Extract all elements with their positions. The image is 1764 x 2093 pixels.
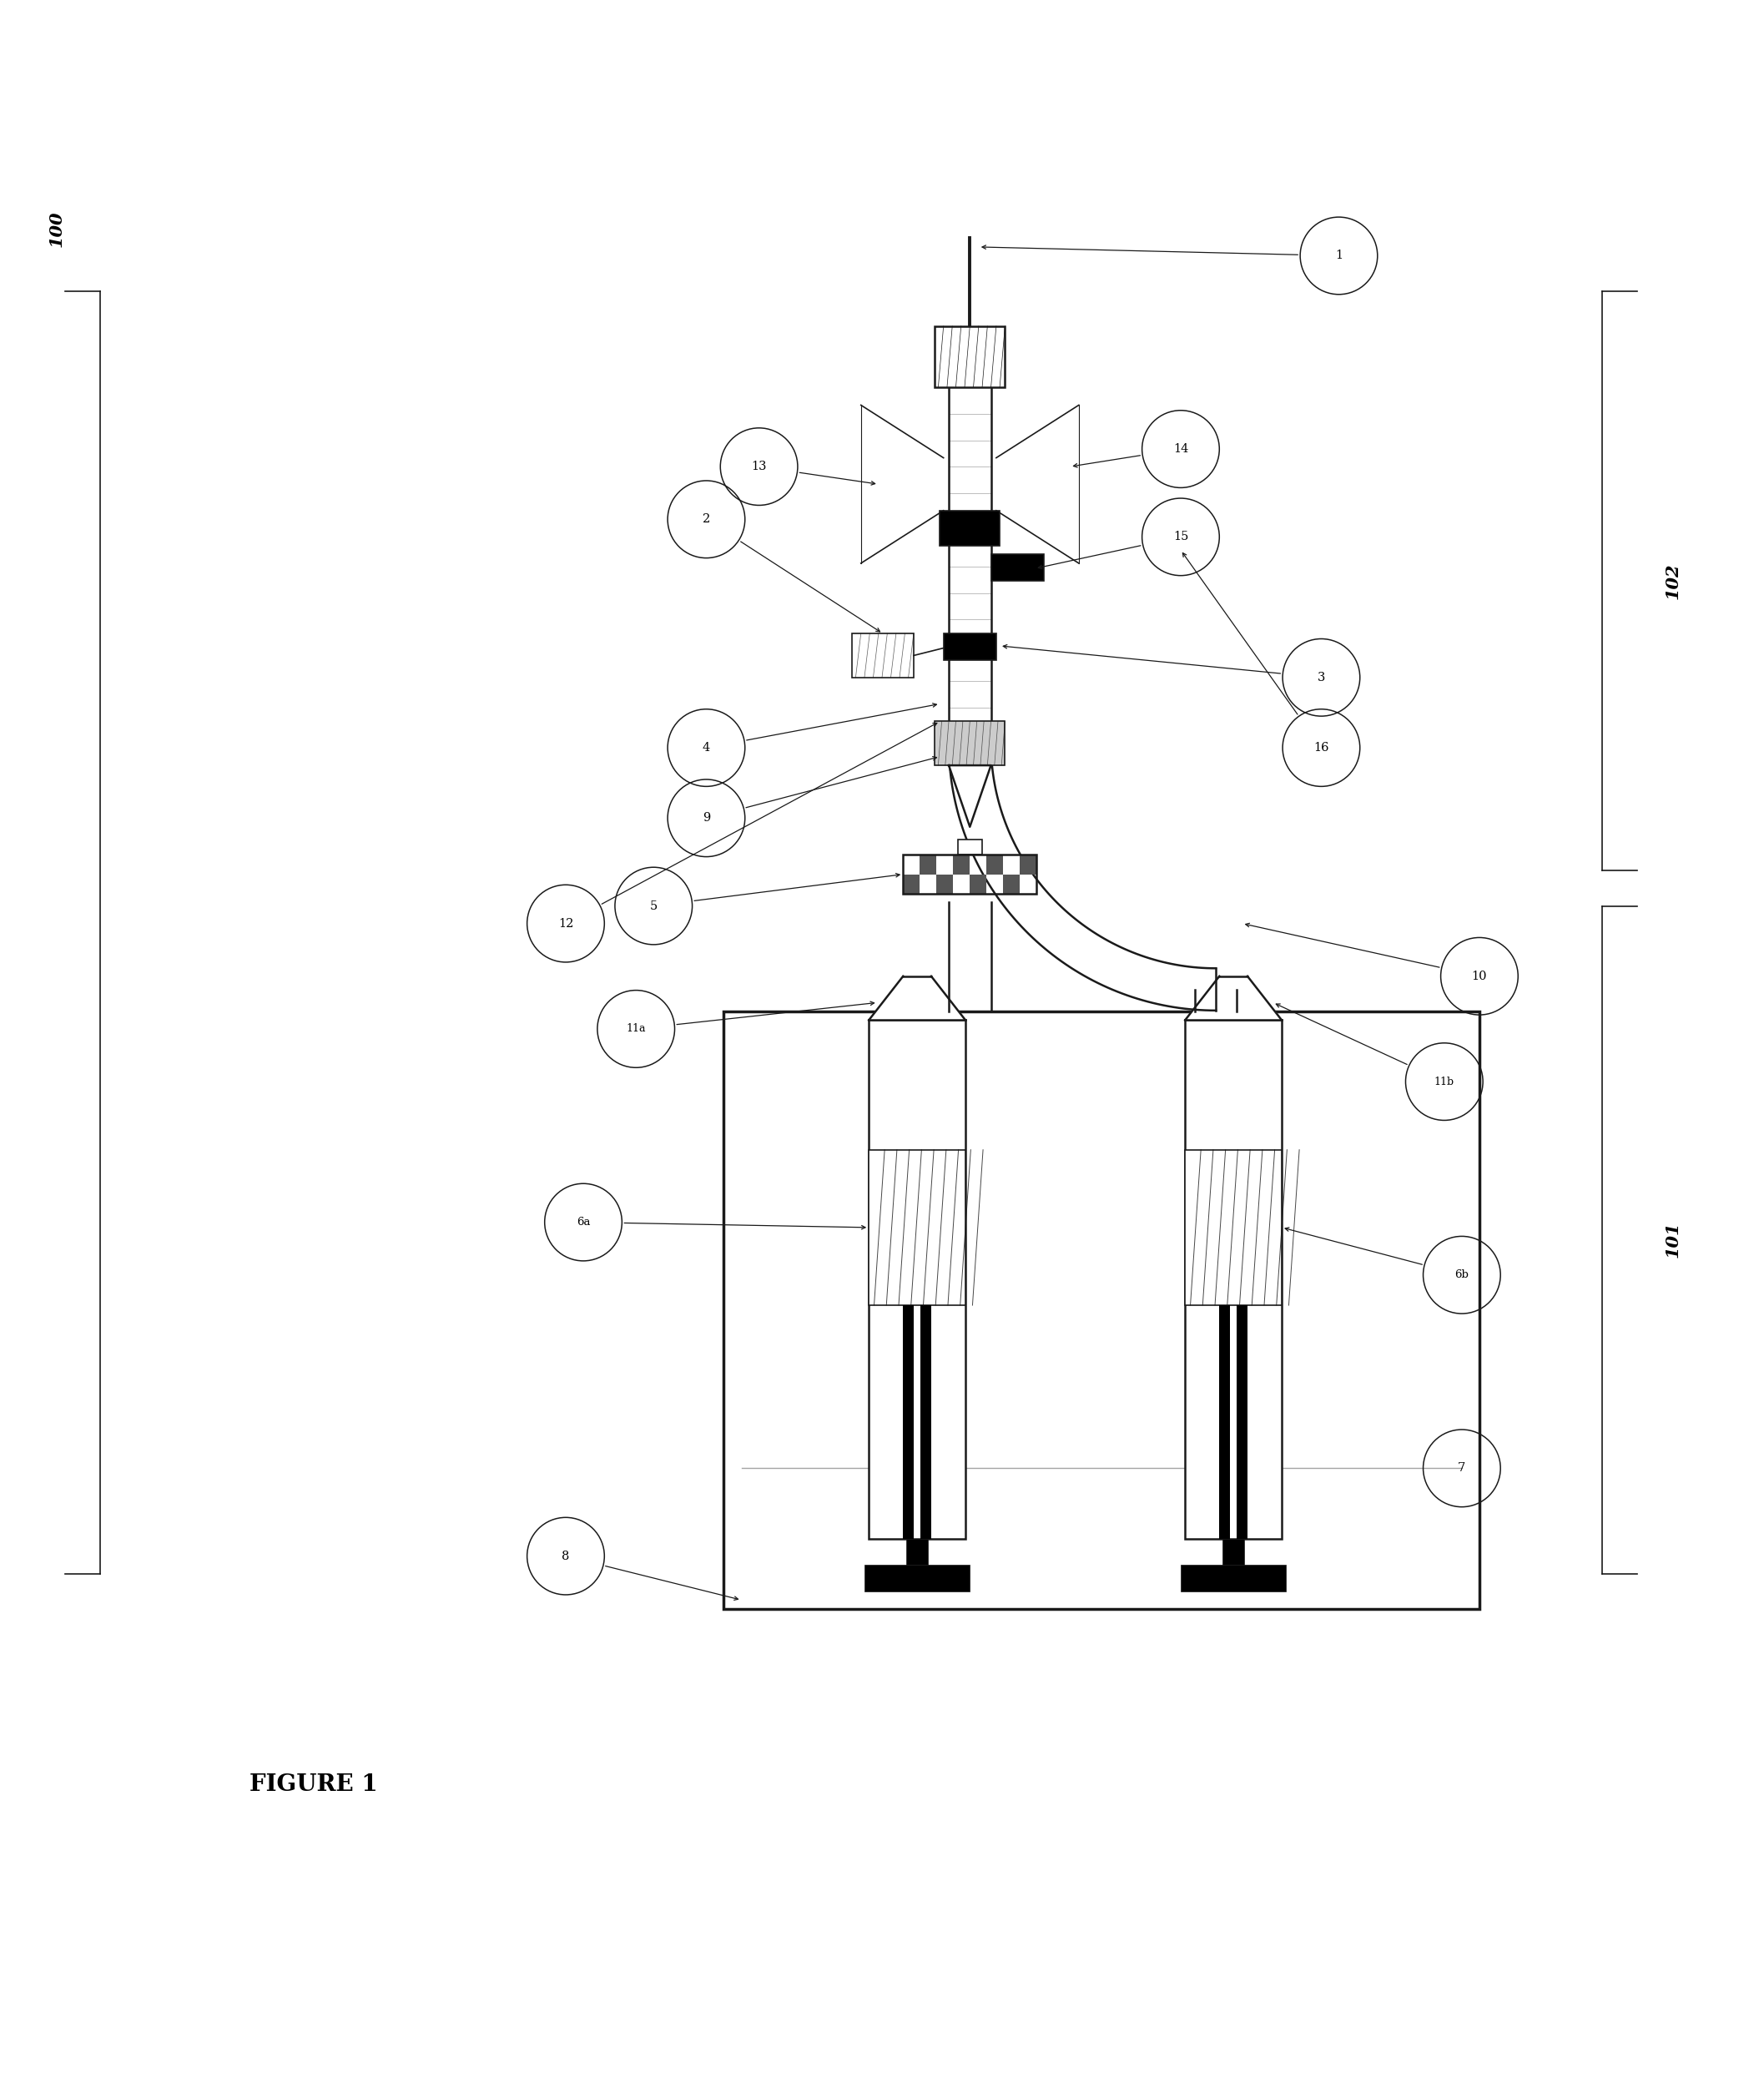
Bar xyxy=(903,1306,914,1538)
Bar xyxy=(935,327,1005,387)
Bar xyxy=(991,555,1044,582)
Text: 1: 1 xyxy=(1335,249,1342,262)
Text: FIGURE 1: FIGURE 1 xyxy=(249,1773,377,1796)
Text: 101: 101 xyxy=(1663,1222,1681,1258)
Bar xyxy=(1180,1566,1286,1591)
Bar xyxy=(1222,1538,1244,1566)
Polygon shape xyxy=(1185,975,1282,1019)
Bar xyxy=(907,1538,928,1566)
Bar xyxy=(1237,1306,1247,1538)
Bar xyxy=(723,1011,1480,1610)
Bar xyxy=(953,854,970,875)
Text: 16: 16 xyxy=(1314,741,1328,753)
Bar xyxy=(944,634,997,659)
Text: 14: 14 xyxy=(1173,444,1189,454)
Bar xyxy=(1219,1306,1230,1538)
Text: 6a: 6a xyxy=(577,1216,591,1229)
Bar xyxy=(852,634,914,678)
Bar xyxy=(937,875,953,894)
Text: 4: 4 xyxy=(702,741,711,753)
Bar xyxy=(864,1566,970,1591)
Bar xyxy=(970,875,986,894)
Bar xyxy=(903,854,1037,894)
Bar xyxy=(903,875,919,894)
Text: 5: 5 xyxy=(649,900,658,913)
Text: 11a: 11a xyxy=(626,1023,646,1034)
Bar xyxy=(935,722,1005,766)
Text: 102: 102 xyxy=(1663,563,1681,599)
Bar xyxy=(1185,1149,1282,1306)
Text: 7: 7 xyxy=(1459,1463,1466,1473)
Bar xyxy=(919,854,937,875)
Bar xyxy=(940,511,1000,546)
Text: 2: 2 xyxy=(702,513,711,525)
Text: 10: 10 xyxy=(1471,971,1487,982)
Bar xyxy=(986,854,1004,875)
Text: 11b: 11b xyxy=(1434,1076,1454,1086)
Bar xyxy=(870,1019,965,1538)
Polygon shape xyxy=(870,975,965,1019)
Text: 13: 13 xyxy=(751,460,767,473)
Bar xyxy=(870,1149,965,1306)
Text: 3: 3 xyxy=(1318,672,1325,682)
Bar xyxy=(958,839,983,854)
Bar xyxy=(921,1306,931,1538)
Bar xyxy=(1020,854,1037,875)
Text: 12: 12 xyxy=(557,917,573,929)
Text: 8: 8 xyxy=(561,1551,570,1561)
Text: 9: 9 xyxy=(702,812,711,825)
Bar xyxy=(1004,875,1020,894)
Polygon shape xyxy=(949,766,991,827)
Bar xyxy=(1185,1019,1282,1538)
Text: 100: 100 xyxy=(48,211,65,247)
Text: 6b: 6b xyxy=(1455,1270,1469,1281)
Text: 15: 15 xyxy=(1173,532,1189,542)
